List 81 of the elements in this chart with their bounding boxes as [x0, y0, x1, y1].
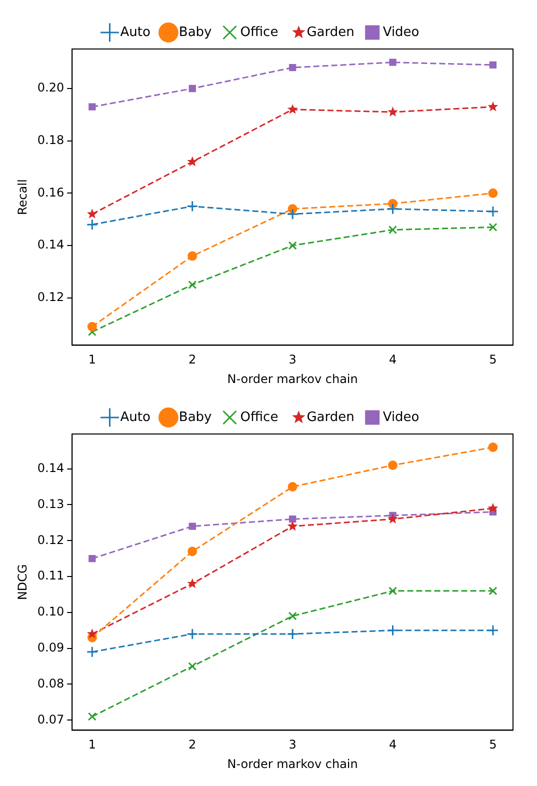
point [488, 442, 498, 452]
point [487, 206, 499, 218]
x-axis-title: N-order markov chain [227, 372, 358, 386]
y-tick-label: 0.14 [37, 238, 64, 252]
point [187, 578, 198, 588]
point [286, 208, 298, 220]
y-tick-label: 0.12 [37, 290, 64, 304]
legend-label: Garden [306, 24, 354, 40]
point [488, 222, 498, 232]
point [186, 628, 198, 640]
legend-label: Office [240, 410, 278, 425]
point [488, 188, 498, 198]
y-axis-title: NDCG [15, 564, 30, 600]
legend-label: Office [240, 24, 278, 40]
y-tick-label: 0.16 [37, 185, 64, 200]
point [488, 586, 498, 596]
point [288, 612, 297, 620]
point [188, 522, 196, 530]
x-tick-label: 5 [489, 352, 497, 367]
point [188, 251, 198, 261]
y-tick-label: 0.11 [37, 568, 64, 583]
x-tick-label: 4 [388, 738, 397, 752]
point [387, 624, 399, 636]
point [388, 586, 398, 596]
point [286, 628, 298, 640]
y-tick-label: 0.07 [37, 712, 64, 726]
point [88, 103, 96, 110]
point [88, 712, 96, 721]
point [489, 61, 497, 69]
x-tick-label: 3 [288, 352, 296, 367]
x-tick-label: 4 [388, 352, 397, 367]
point [488, 101, 498, 112]
point [86, 646, 98, 658]
y-tick-label: 0.13 [37, 496, 64, 511]
point [388, 460, 398, 470]
x-tick-label: 2 [188, 738, 196, 752]
point [287, 520, 298, 531]
point [86, 628, 98, 638]
point [87, 322, 97, 332]
point [88, 555, 96, 562]
legend-label: Garden [306, 410, 354, 425]
x-tick-label: 3 [288, 738, 296, 752]
point [388, 514, 398, 524]
point [287, 104, 298, 114]
point [288, 64, 296, 72]
point [86, 218, 98, 230]
y-tick-label: 0.20 [37, 80, 64, 95]
legend-label: Auto [120, 410, 150, 425]
legend-label: Baby [178, 410, 212, 425]
point [188, 280, 197, 290]
point [388, 226, 398, 234]
point [388, 106, 398, 117]
legend-label: Baby [178, 24, 212, 40]
point [488, 502, 498, 513]
legend-label: Auto [120, 24, 150, 40]
y-tick-label: 0.12 [37, 532, 64, 547]
point [188, 84, 196, 92]
point [288, 482, 298, 492]
x-tick-label: 1 [88, 738, 96, 752]
x-tick-label: 1 [88, 352, 96, 367]
y-tick-label: 0.14 [37, 460, 64, 475]
point [86, 208, 98, 219]
y-tick-label: 0.08 [37, 676, 64, 690]
x-tick-label: 5 [489, 738, 497, 752]
point [188, 546, 198, 556]
y-tick-label: 0.18 [37, 132, 64, 147]
point [387, 203, 399, 215]
point [389, 58, 396, 66]
x-axis-title: N-order markov chain [227, 756, 358, 771]
y-tick-label: 0.10 [37, 604, 64, 619]
point [288, 241, 297, 250]
point [188, 662, 197, 671]
y-tick-label: 0.09 [37, 640, 64, 654]
legend-label: Video [382, 410, 420, 425]
point [186, 200, 198, 212]
y-axis-title: Recall [15, 179, 30, 216]
legend-label: Video [382, 24, 420, 40]
point [187, 156, 198, 166]
point [288, 516, 296, 523]
x-tick-label: 2 [188, 352, 196, 367]
point [487, 624, 499, 636]
